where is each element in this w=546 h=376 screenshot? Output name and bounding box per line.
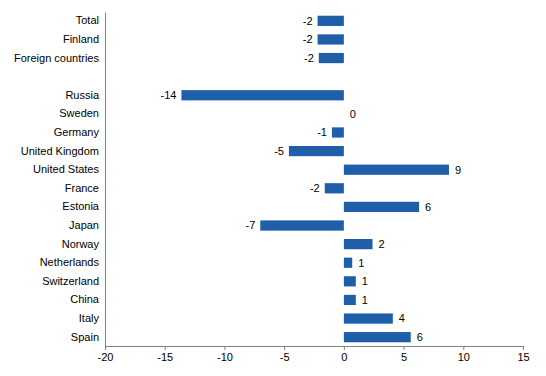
x-tick-mark (165, 346, 166, 350)
y-tick: Sweden (59, 107, 105, 119)
data-label: 1 (362, 275, 368, 287)
x-tick: -15 (157, 346, 173, 363)
y-tick-label: Norway (62, 238, 100, 250)
x-tick: 15 (517, 346, 529, 363)
y-tick: Netherlands (40, 256, 105, 268)
data-label: -14 (161, 89, 177, 101)
data-label: -5 (274, 145, 284, 157)
y-tick-label: China (70, 293, 100, 305)
x-tick: 5 (401, 346, 407, 363)
y-tick: Italy (79, 312, 105, 324)
y-tick-label: Sweden (59, 107, 99, 119)
data-label: 6 (425, 201, 431, 213)
bar (344, 313, 393, 323)
y-tick: Foreign countries (14, 52, 105, 64)
x-axis-line (106, 347, 524, 351)
data-label: 6 (417, 331, 423, 343)
y-tick-label: Finland (63, 33, 99, 45)
y-tick: United States (33, 163, 105, 175)
y-tick-label: Russia (65, 89, 100, 101)
y-tick-label: Japan (69, 219, 99, 231)
y-axis: Total Finland Foreign countries Russia Swede… (14, 13, 106, 347)
y-tick: Total (76, 14, 105, 26)
data-label: -2 (303, 33, 313, 45)
x-tick: -20 (98, 346, 114, 363)
x-tick-mark (463, 346, 464, 350)
bar (344, 202, 419, 212)
y-tick-label: Switzerland (42, 275, 99, 287)
bar (344, 276, 356, 286)
bar (318, 16, 344, 26)
data-label: -2 (303, 15, 313, 27)
bar (344, 295, 356, 305)
y-tick-label: France (65, 182, 99, 194)
y-tick-label: United States (33, 163, 100, 175)
y-tick: Japan (69, 219, 105, 231)
y-tick: Spain (71, 331, 105, 343)
bar (260, 220, 344, 230)
y-tick-label: Estonia (62, 200, 100, 212)
x-tick-mark (105, 346, 106, 350)
y-tick: Germany (54, 126, 105, 138)
bar (289, 146, 344, 156)
x-tick: 10 (458, 346, 470, 363)
data-label: -1 (317, 126, 327, 138)
data-label: 4 (399, 312, 405, 324)
x-tick-label: 10 (458, 351, 470, 363)
x-tick-mark (344, 346, 345, 350)
x-tick-label: -15 (157, 351, 173, 363)
x-tick-label: 5 (401, 351, 407, 363)
y-tick: Russia (65, 89, 105, 101)
y-tick-label: Italy (79, 312, 100, 324)
x-tick-label: 0 (341, 351, 347, 363)
x-tick-label: -20 (98, 351, 114, 363)
data-label: 9 (455, 164, 461, 176)
data-label: 2 (379, 238, 385, 250)
bar (319, 53, 344, 63)
x-tick-label: -5 (280, 351, 290, 363)
y-tick: Finland (63, 33, 105, 45)
y-tick-label: Spain (71, 331, 99, 343)
chart: -20-15-10-5051015TotalFinlandForeign cou… (0, 0, 546, 376)
y-tick: United Kingdom (21, 145, 105, 157)
data-label: 1 (358, 257, 364, 269)
y-tick: Switzerland (42, 275, 105, 287)
y-axis-line (105, 13, 106, 347)
data-labels: -2-2-2-140-1-59-26-7211146 (161, 15, 462, 343)
data-label: -2 (310, 182, 320, 194)
x-tick-mark (284, 346, 285, 350)
x-tick-label: 15 (517, 351, 529, 363)
y-tick: Estonia (62, 200, 105, 212)
data-label: -2 (304, 52, 314, 64)
data-label: -7 (245, 219, 255, 231)
bar (181, 90, 343, 100)
bar (344, 258, 352, 268)
y-tick-label: Netherlands (40, 256, 100, 268)
x-tick: -10 (217, 346, 233, 363)
x-tick-mark (404, 346, 405, 350)
data-label: 1 (362, 294, 368, 306)
y-tick-label: Germany (54, 126, 100, 138)
bar (344, 239, 373, 249)
x-tick-mark (224, 346, 225, 350)
bars (181, 16, 449, 343)
y-tick: Norway (62, 238, 105, 250)
bar (343, 109, 344, 119)
bar (344, 165, 449, 175)
y-tick-label: Foreign countries (14, 52, 99, 64)
y-tick-label: United Kingdom (21, 145, 99, 157)
x-tick-label: -10 (217, 351, 233, 363)
x-tick: -5 (280, 346, 290, 363)
bar (332, 127, 344, 137)
x-tick: 0 (341, 346, 347, 363)
y-tick: France (65, 182, 105, 194)
y-tick: China (70, 293, 105, 305)
bar (325, 183, 344, 193)
x-tick-mark (523, 346, 524, 350)
y-tick-label: Total (76, 14, 99, 26)
bar (344, 332, 411, 342)
bar (318, 34, 344, 44)
x-axis: -20 -15 -10 -5 0 5 10 15 (98, 346, 530, 363)
data-label: 0 (350, 108, 356, 120)
